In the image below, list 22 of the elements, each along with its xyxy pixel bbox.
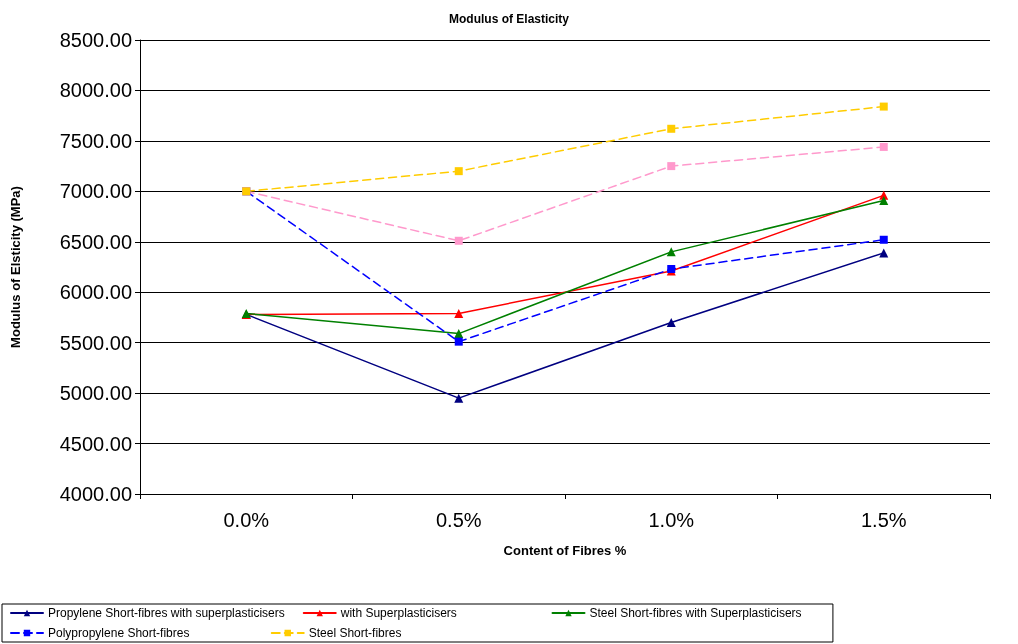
legend-label: Steel Short-fibres xyxy=(308,626,502,640)
legend-label: with Superplasticisers xyxy=(339,606,544,620)
y-tick-label: 7000.00 xyxy=(59,180,132,203)
y-tick-label: 4500.00 xyxy=(59,432,132,455)
x-tick-label: 1.0% xyxy=(648,509,695,531)
y-tick-label: 5500.00 xyxy=(59,331,132,354)
legend-label: Steel Short-fibres with Superplasticisers xyxy=(589,606,825,620)
y-tick-label: 6000.00 xyxy=(59,281,132,304)
chart-title: Modulus of Elasticity xyxy=(448,12,570,26)
y-tick-label: 4000.00 xyxy=(59,483,132,505)
x-tick-label: 0.0% xyxy=(223,509,270,531)
legend-label: Propylene Short-fibres with superplasticisers xyxy=(48,606,295,620)
y-tick-label: 6500.00 xyxy=(59,230,132,253)
y-axis-title: Modulus of Elsticity (MPa) xyxy=(8,186,23,348)
legend-label: Polypropylene Short-fibres xyxy=(48,626,263,640)
y-tick-label: 5000.00 xyxy=(59,382,132,405)
x-axis-title: Content of Fibres % xyxy=(503,543,627,558)
x-tick-label: 1.5% xyxy=(860,509,907,531)
y-tick-label: 8000.00 xyxy=(59,79,132,102)
y-tick-label: 7500.00 xyxy=(59,129,132,152)
x-tick-label: 0.5% xyxy=(435,509,482,531)
y-tick-label: 8500.00 xyxy=(59,29,132,51)
